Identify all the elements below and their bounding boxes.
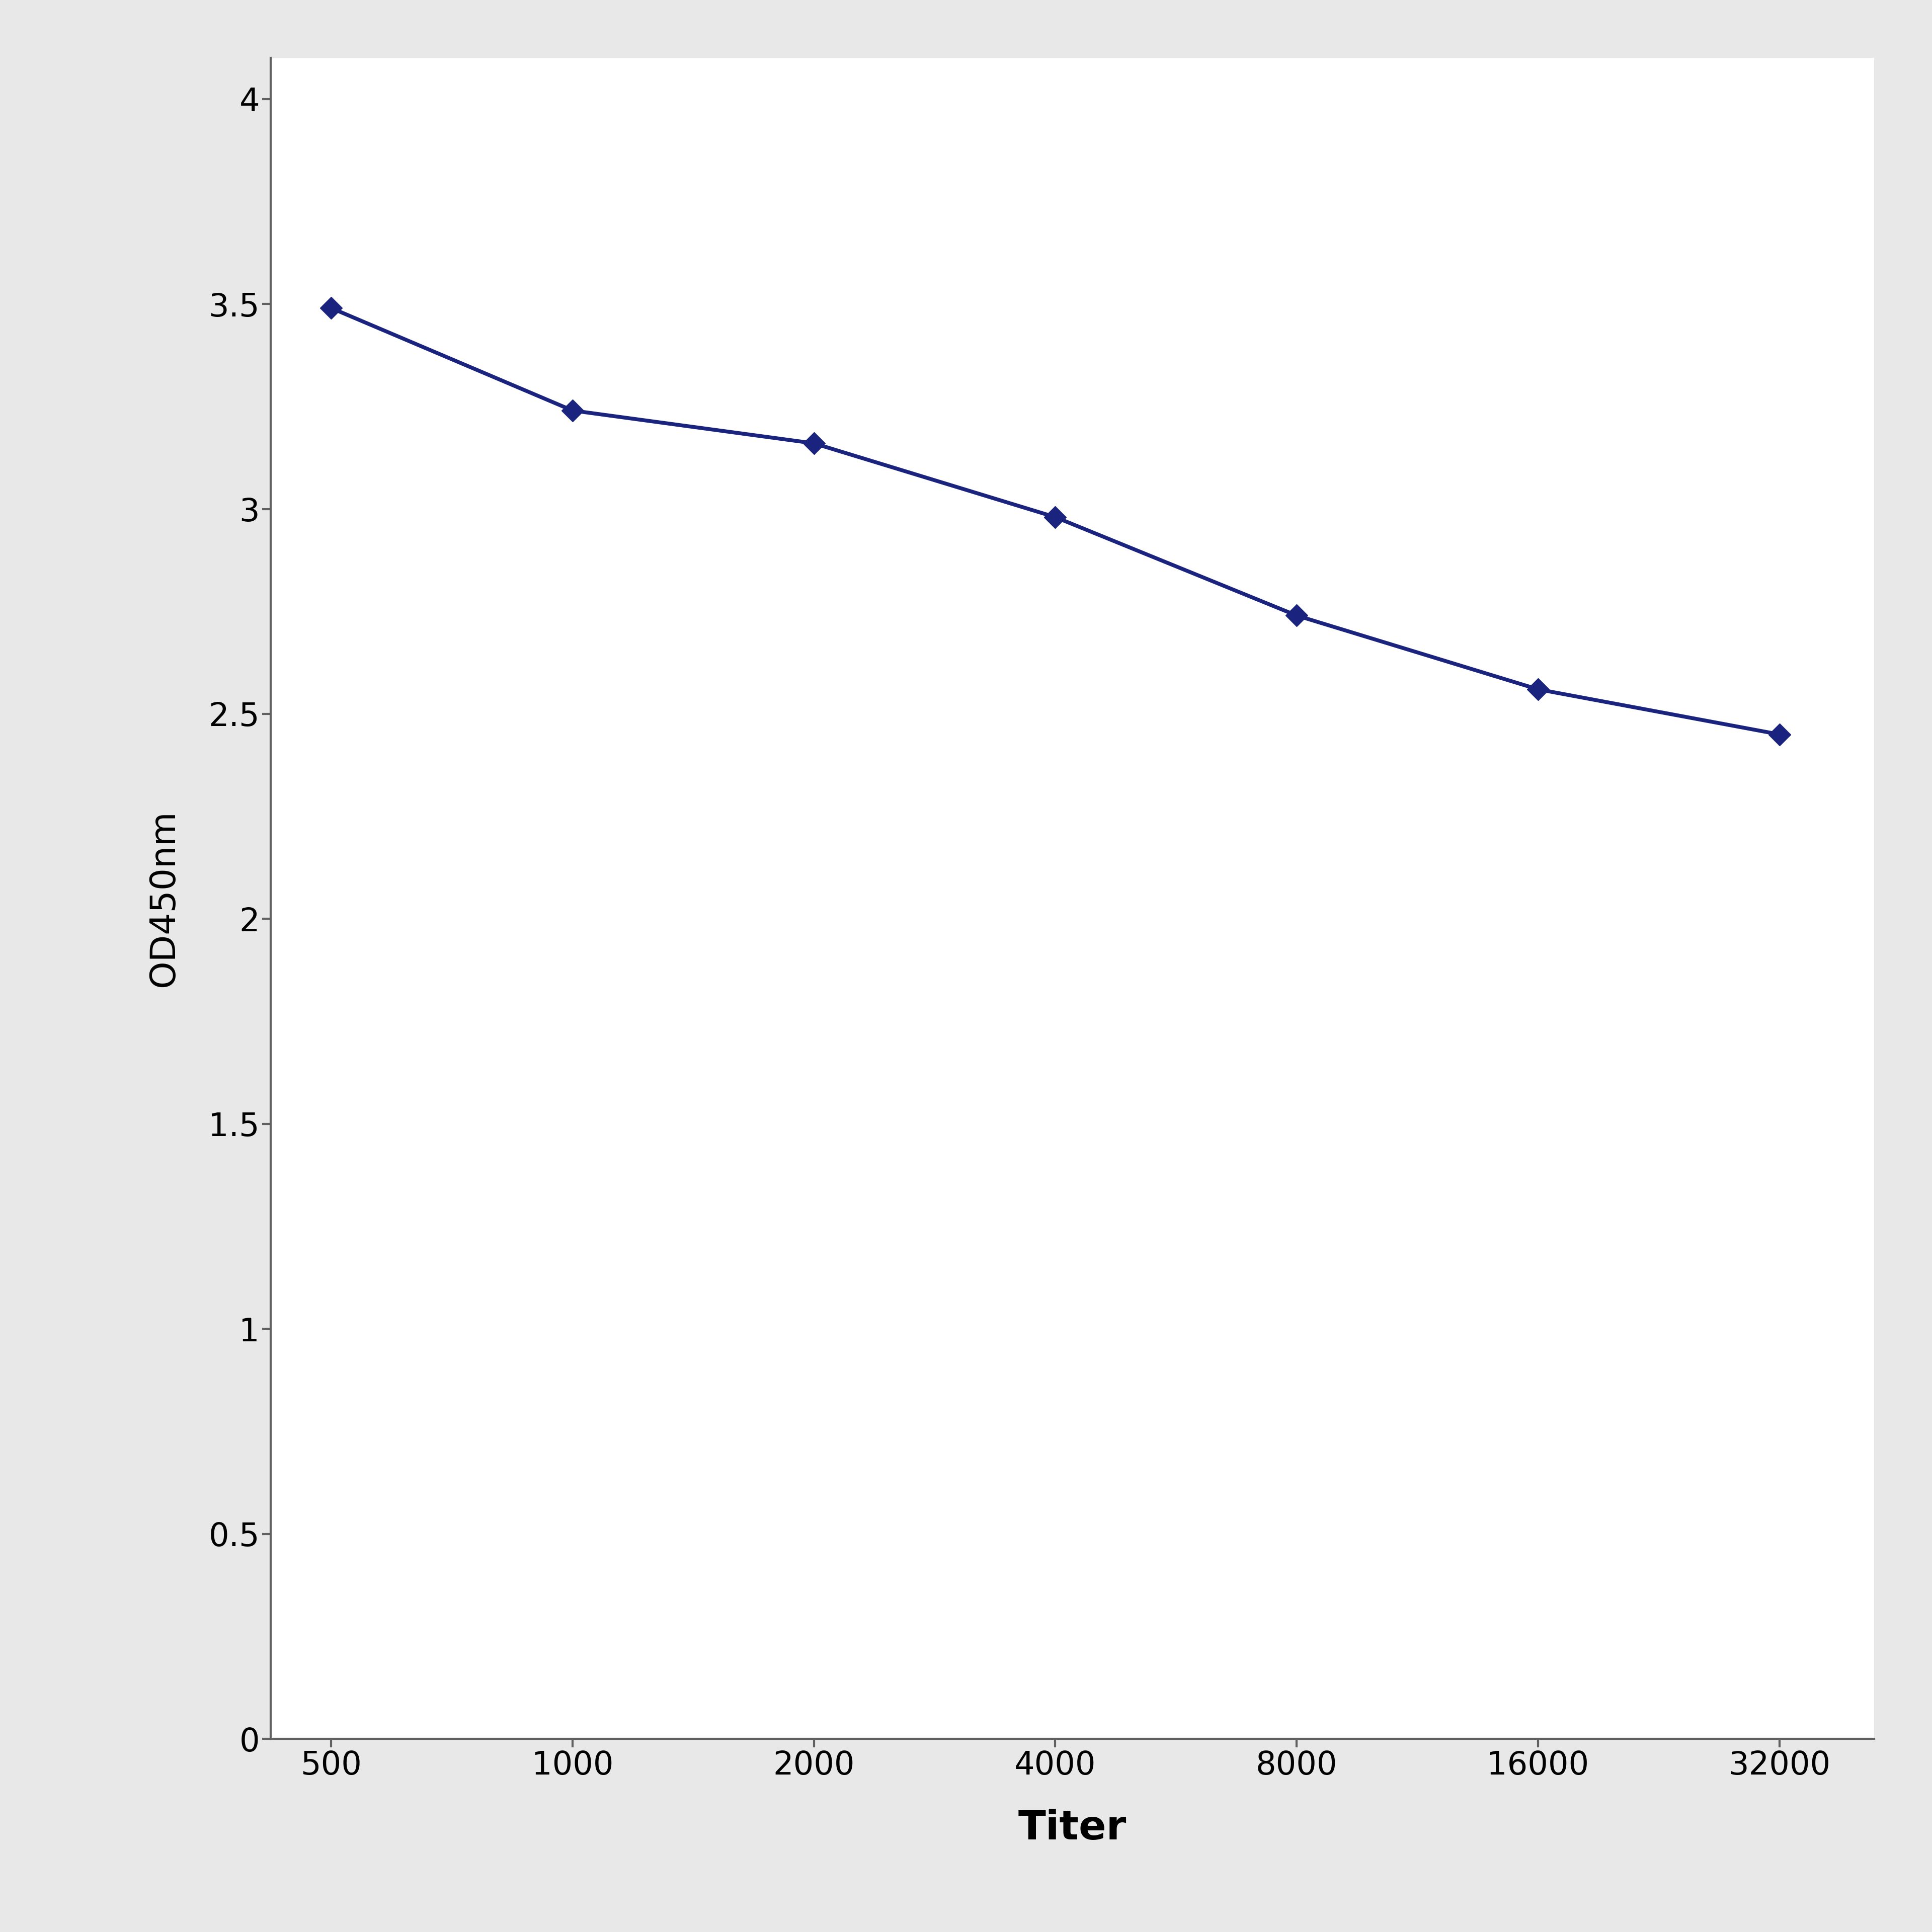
- X-axis label: Titer: Titer: [1018, 1808, 1126, 1849]
- Y-axis label: OD450nm: OD450nm: [147, 810, 180, 987]
